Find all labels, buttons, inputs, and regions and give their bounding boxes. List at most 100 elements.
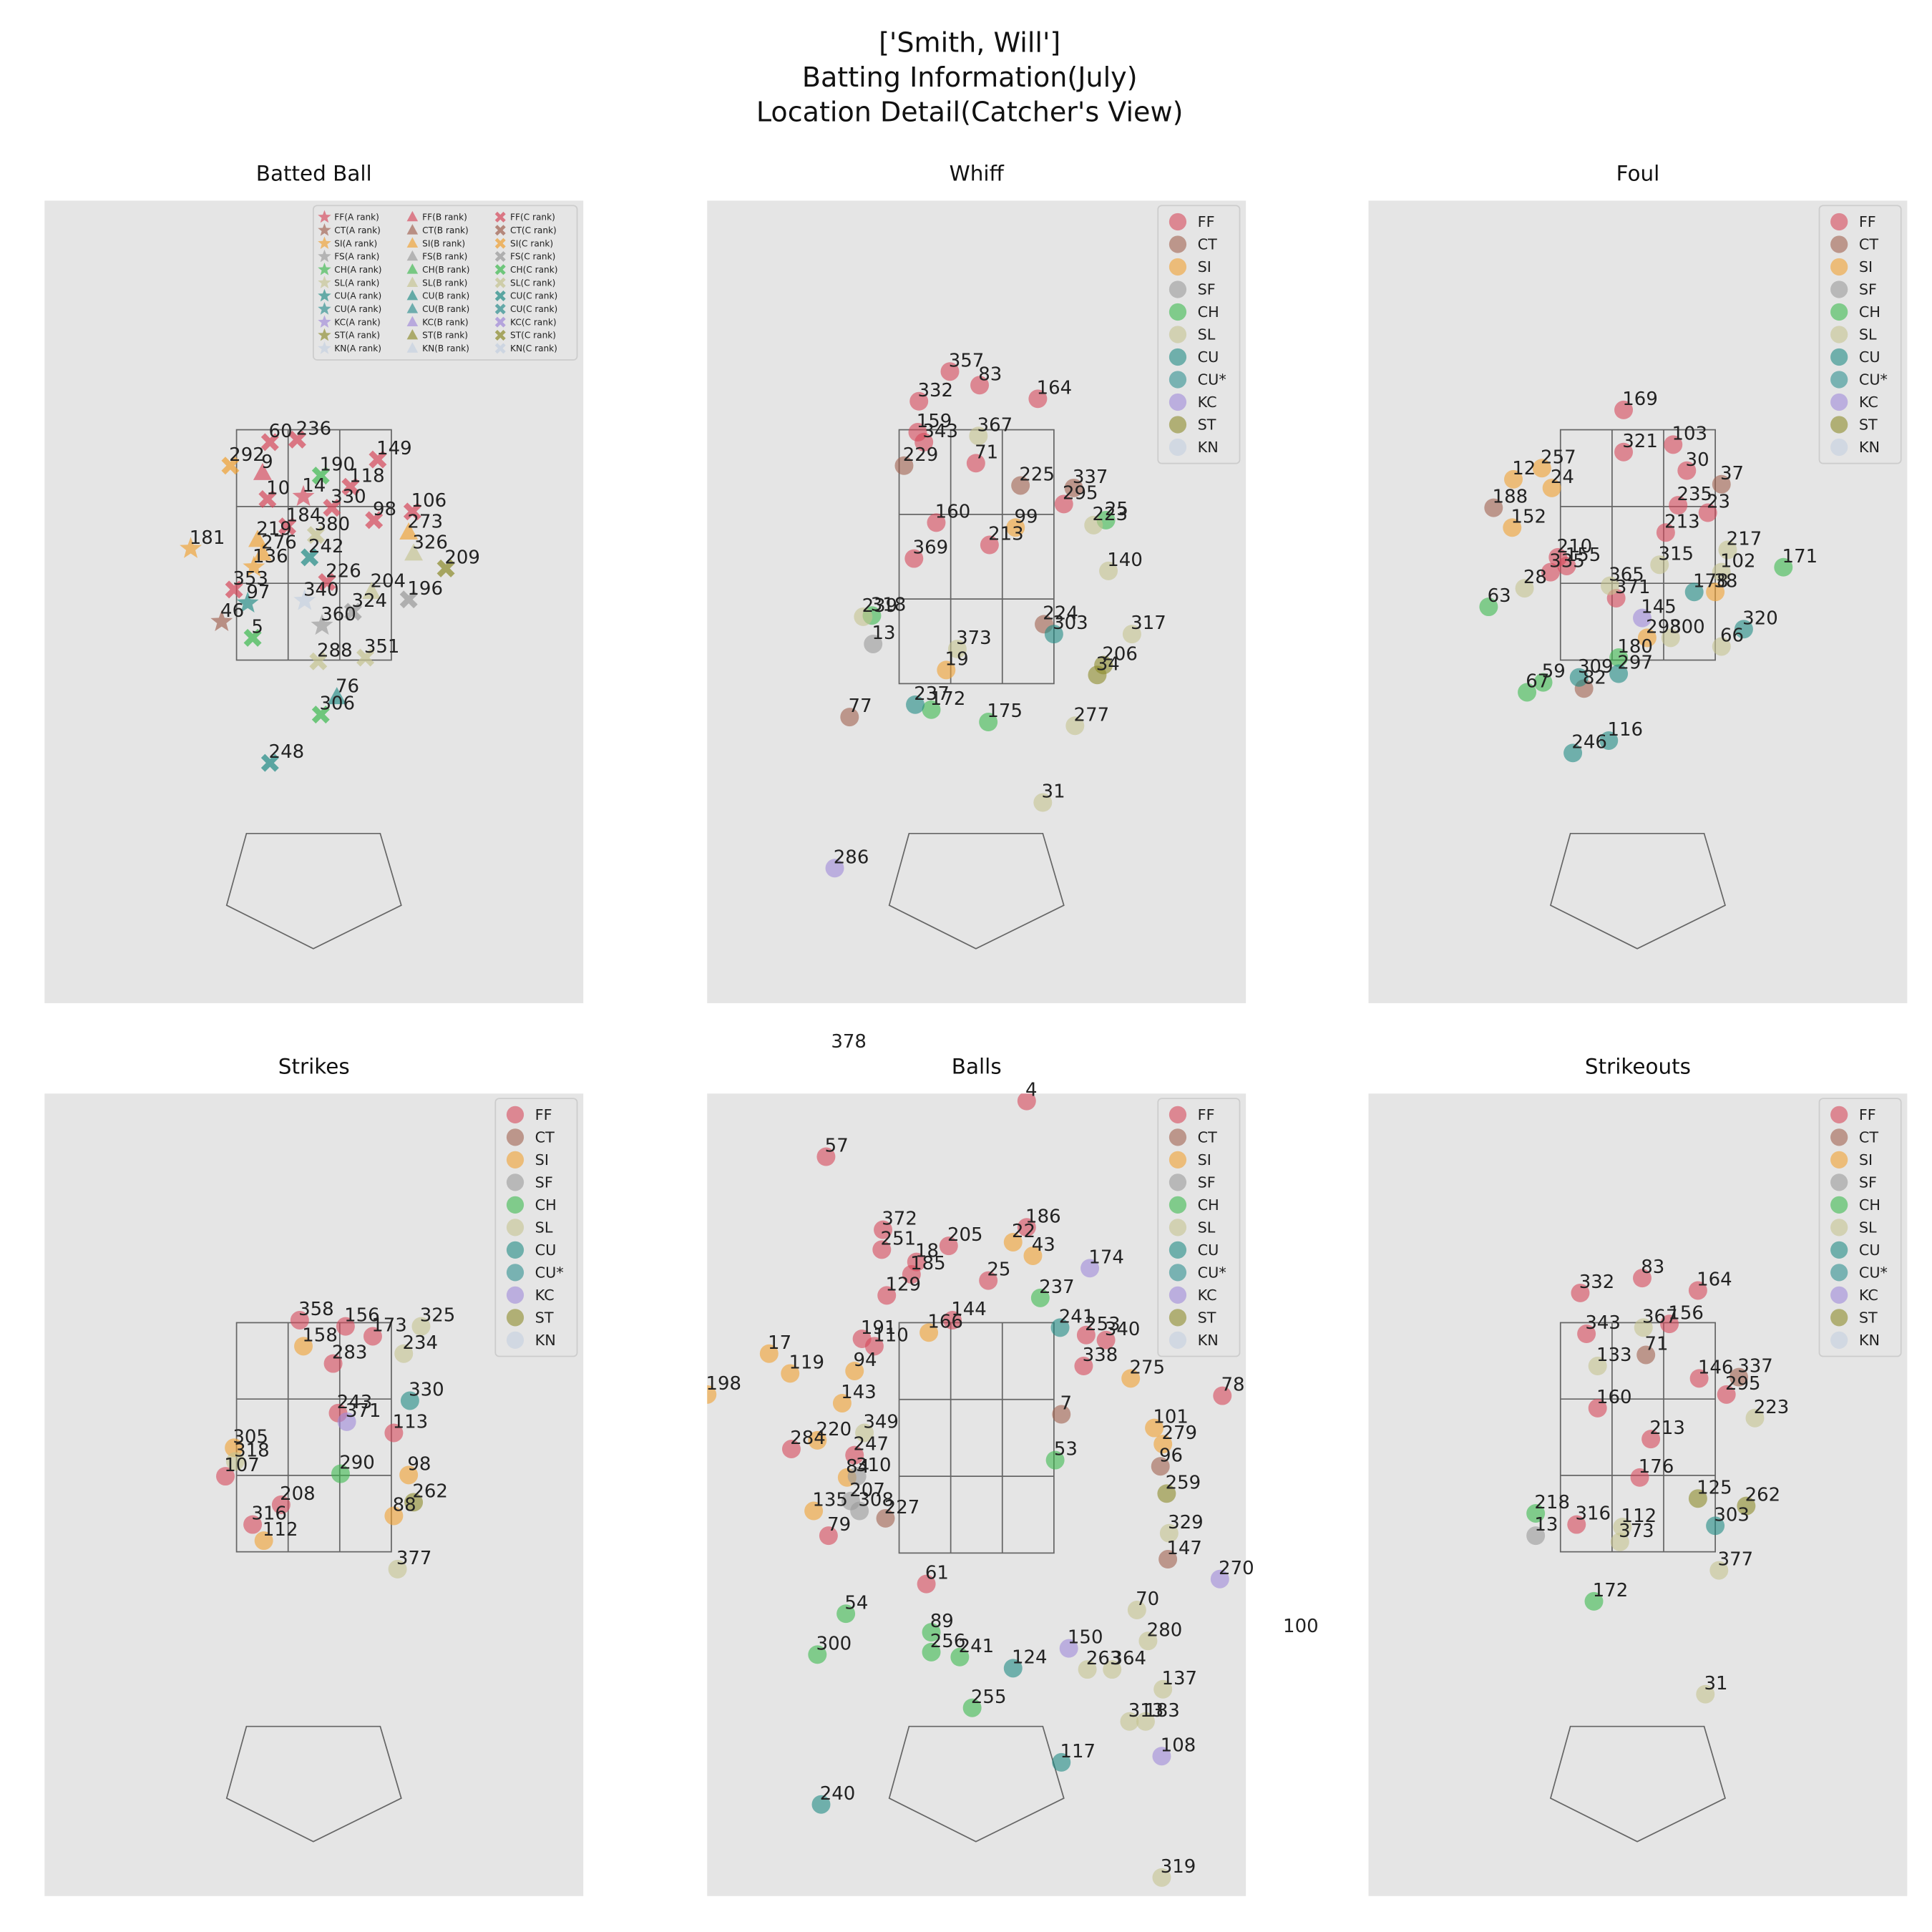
plot-area (1368, 200, 1908, 1003)
legend-marker (506, 1264, 525, 1282)
legend-label: FF (1198, 213, 1215, 230)
legend-marker (1169, 1174, 1187, 1191)
point (1052, 1752, 1071, 1772)
point-label: 353 (233, 568, 268, 590)
point (1121, 1369, 1141, 1388)
point-label: 367 (977, 414, 1013, 436)
point-label: 98 (373, 499, 396, 520)
home-plate (1549, 1725, 1726, 1843)
point-label: 213 (1664, 511, 1700, 532)
point (1709, 1561, 1729, 1580)
legend-marker (506, 1151, 525, 1169)
point (1503, 518, 1522, 537)
legend-marker (406, 303, 419, 313)
point (876, 1508, 895, 1528)
point (1052, 1405, 1071, 1424)
legend-marker (494, 330, 506, 341)
legend-marker (1830, 235, 1848, 253)
point-label: 97 (246, 582, 270, 603)
point (1065, 716, 1085, 736)
point (1122, 625, 1141, 644)
point-label: 378 (831, 1031, 867, 1053)
legend-marker (406, 210, 419, 222)
legend-label: SI (1198, 1151, 1211, 1169)
point-label: 183 (1144, 1700, 1180, 1722)
point-label: 273 (407, 511, 443, 532)
legend-label: CH (535, 1196, 557, 1214)
point (336, 1317, 355, 1336)
point (399, 1465, 419, 1485)
legend-label: SF (1198, 1174, 1216, 1191)
point (919, 1323, 939, 1342)
legend-marker (506, 1309, 525, 1327)
point-label: 367 (1642, 1306, 1678, 1327)
point-label: 280 (1147, 1619, 1183, 1641)
point (1054, 494, 1073, 514)
point-label: 190 (320, 454, 356, 476)
point (845, 1361, 864, 1380)
legend: FF CT SI SF CH SL CU CU* KC ST KN (1157, 1098, 1241, 1357)
point (1569, 668, 1589, 687)
point (1637, 628, 1657, 648)
legend-marker (406, 342, 419, 353)
point (1601, 576, 1619, 595)
point (1033, 793, 1053, 812)
point (1479, 597, 1498, 617)
legend-label: SF (1859, 1174, 1877, 1191)
point-label: 205 (947, 1224, 983, 1246)
point (384, 1423, 404, 1443)
legend-marker (406, 263, 419, 274)
point (243, 555, 265, 577)
legend-label: CU(A rank) (334, 304, 381, 314)
point-label: 369 (913, 537, 949, 559)
legend-label: CU (1859, 348, 1880, 366)
point-label: 290 (339, 1453, 375, 1474)
point-label: 306 (320, 693, 356, 715)
point-label: 99 (1014, 506, 1038, 527)
point-label: 303 (1053, 613, 1088, 634)
legend-label: CU(C rank) (510, 304, 557, 314)
point-label: 156 (344, 1305, 380, 1327)
point (877, 1286, 897, 1305)
point-label: 286 (834, 847, 869, 868)
legend-marker (1830, 280, 1848, 298)
point (1567, 1515, 1586, 1534)
point (1688, 1489, 1707, 1508)
point (1120, 1712, 1139, 1731)
point (309, 652, 328, 670)
legend-marker (1169, 280, 1187, 298)
legend-label: KN (535, 1332, 556, 1349)
point-label: 209 (444, 547, 480, 568)
point (411, 1317, 431, 1336)
point (225, 1438, 244, 1458)
legend-marker (506, 1196, 525, 1214)
point-label: 61 (925, 1563, 949, 1584)
point-label: 160 (1596, 1387, 1632, 1408)
legend-marker (1830, 416, 1848, 434)
point-label: 28 (1523, 567, 1547, 588)
point-label: 83 (1641, 1257, 1664, 1278)
point-label: 184 (286, 505, 322, 527)
point (221, 457, 240, 475)
point-label: 88 (393, 1495, 416, 1516)
point (942, 1311, 962, 1330)
legend-marker (1830, 1286, 1848, 1304)
legend-marker (506, 1331, 525, 1349)
point (1152, 1747, 1171, 1766)
point-label: 160 (935, 501, 971, 522)
legend-label: KC (535, 1287, 555, 1304)
point (1660, 1314, 1679, 1334)
legend-label: SF (535, 1174, 553, 1191)
point (1698, 503, 1717, 522)
legend: FF CT SI SF CH SL CU CU* KC ST KN (1157, 205, 1241, 464)
legend-label: SI (535, 1151, 549, 1169)
legend-label: KC (1859, 394, 1878, 411)
legend-marker (1169, 416, 1187, 434)
point (301, 548, 319, 567)
point (1650, 555, 1669, 575)
point-label: 77 (849, 696, 872, 717)
point-label: 31 (1042, 781, 1065, 803)
point (1729, 1367, 1748, 1387)
point-label: 30 (1686, 449, 1709, 471)
